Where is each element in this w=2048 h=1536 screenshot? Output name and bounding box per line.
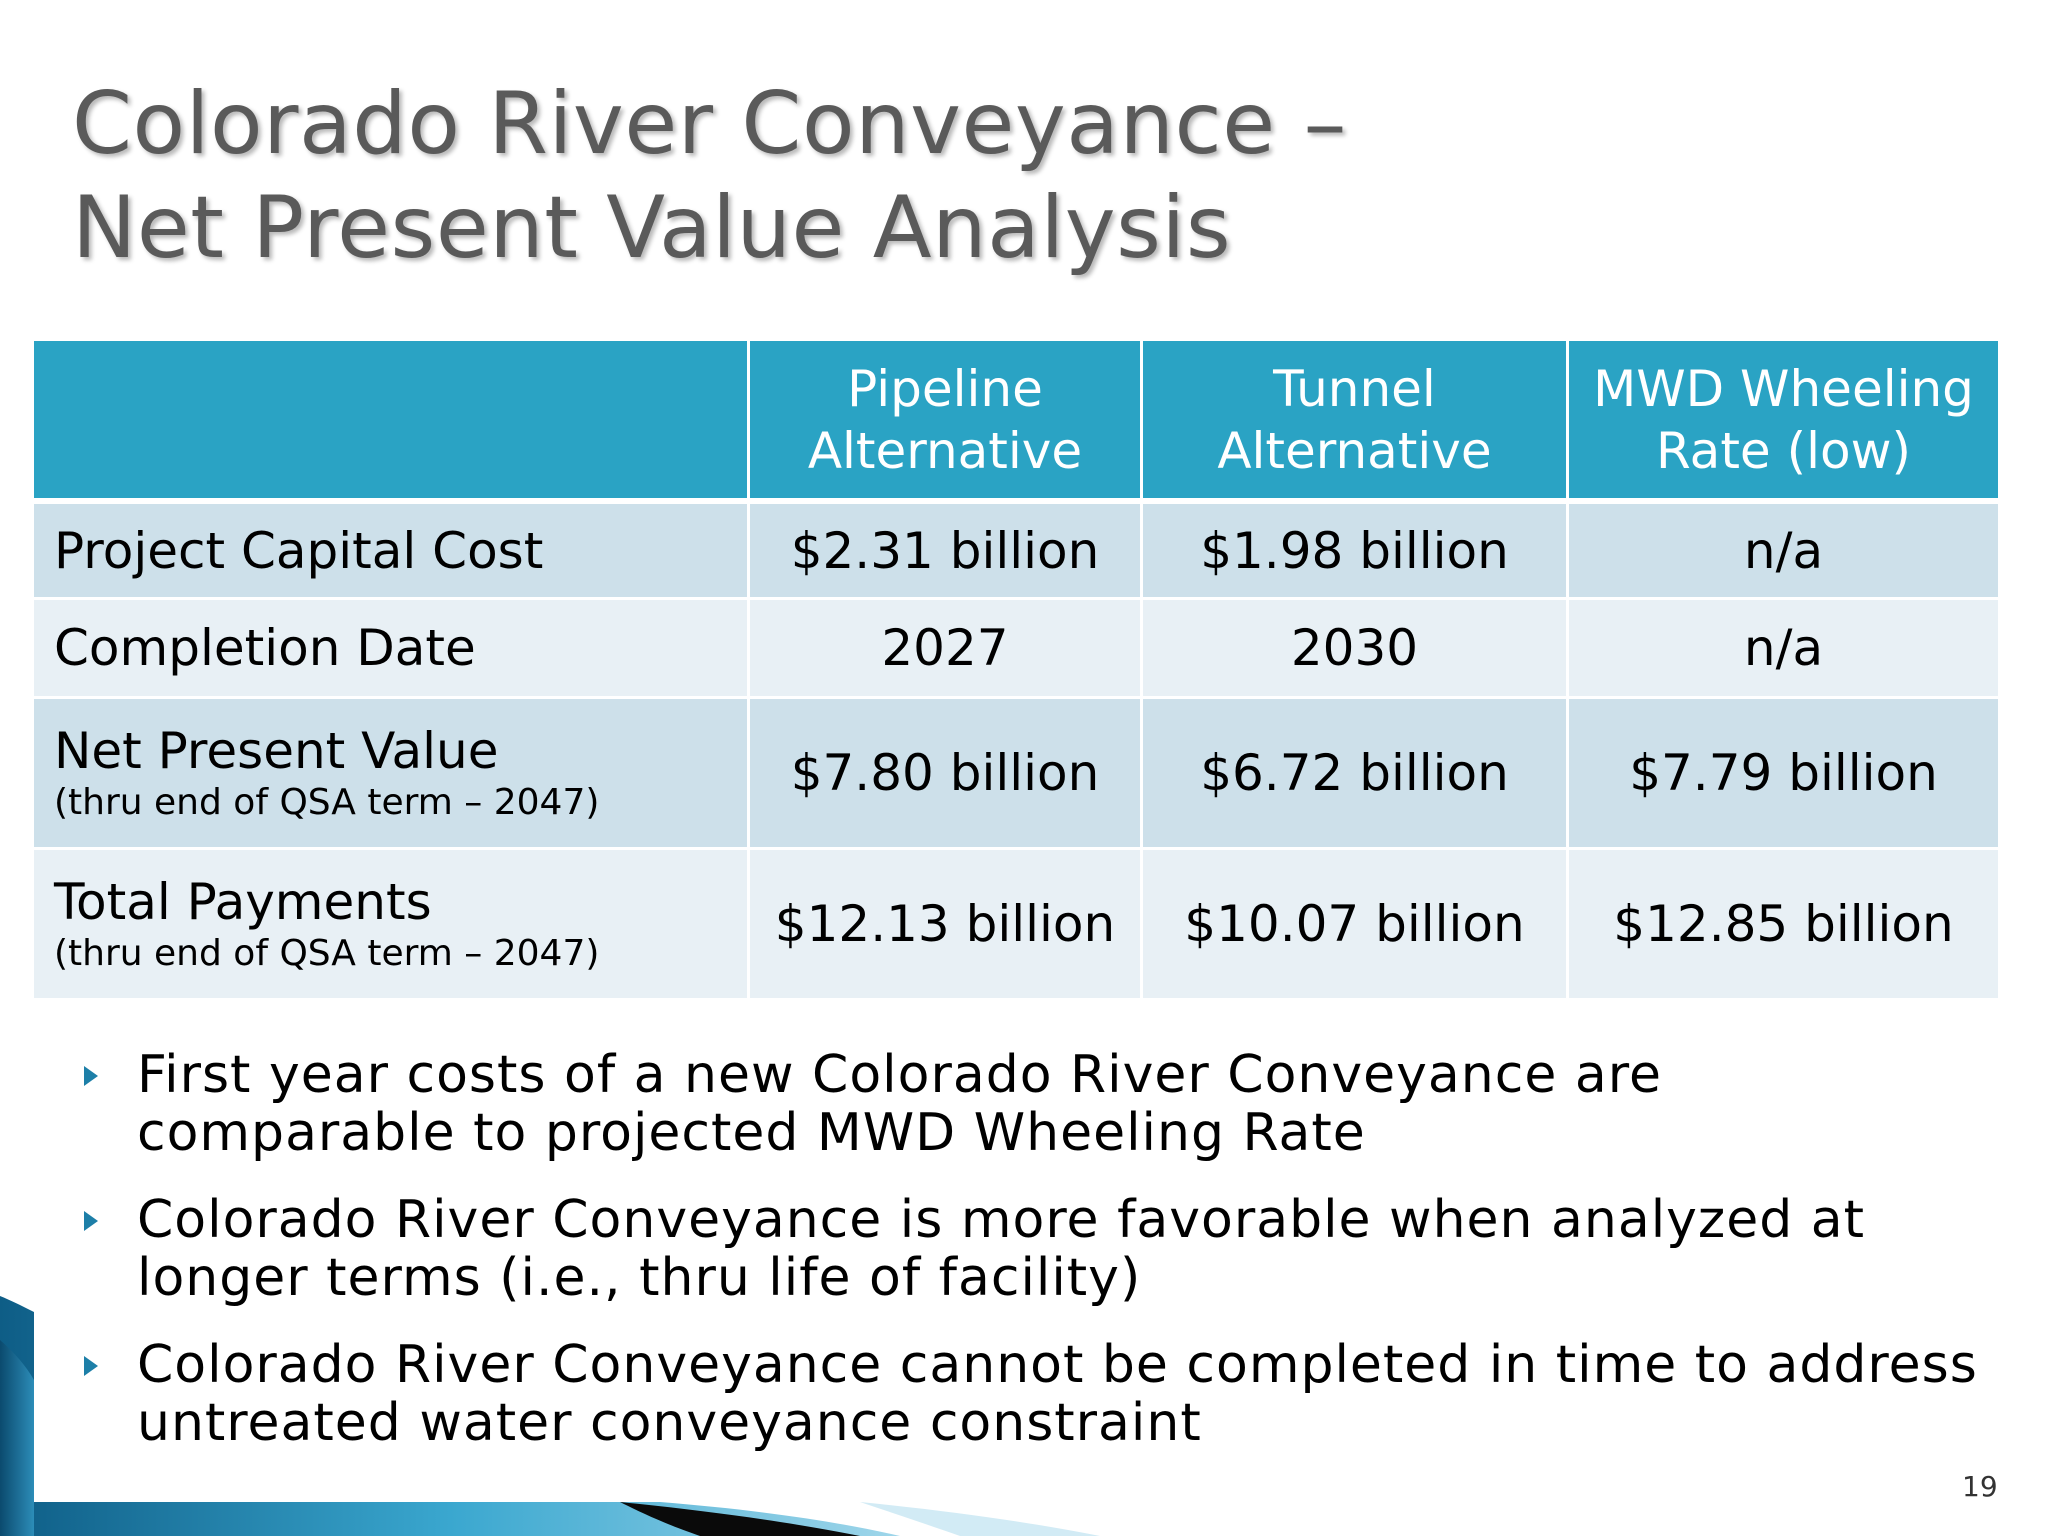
bullet-text: Colorado River Conveyance cannot be comp… — [137, 1335, 1978, 1453]
row-label-text: Total Payments — [54, 873, 432, 931]
page-number: 19 — [1962, 1470, 1998, 1503]
list-item: First year costs of a new Colorado River… — [78, 1046, 1978, 1162]
mwd-value: $12.85 billion — [1569, 850, 1998, 1001]
pipeline-value: $12.13 billion — [750, 850, 1143, 1001]
header-mwd-wheeling-rate: MWD Wheeling Rate (low) — [1569, 341, 1998, 504]
row-label: Net Present Value (thru end of QSA term … — [34, 699, 750, 850]
row-label: Total Payments (thru end of QSA term – 2… — [34, 850, 750, 1001]
tunnel-value: $10.07 billion — [1143, 850, 1569, 1001]
table-row: Net Present Value (thru end of QSA term … — [34, 699, 1998, 850]
triangle-bullet-icon — [84, 1066, 98, 1086]
row-sublabel: (thru end of QSA term – 2047) — [54, 933, 600, 974]
pipeline-value: $7.80 billion — [750, 699, 1143, 850]
row-label-text: Project Capital Cost — [54, 521, 544, 580]
row-label: Completion Date — [34, 600, 750, 699]
row-label-text: Net Present Value — [54, 722, 499, 780]
row-sublabel: (thru end of QSA term – 2047) — [54, 782, 600, 823]
list-item: Colorado River Conveyance is more favora… — [78, 1191, 1978, 1307]
triangle-bullet-icon — [84, 1211, 98, 1231]
row-label-text: Completion Date — [54, 619, 476, 677]
bullet-text: Colorado River Conveyance is more favora… — [137, 1190, 1866, 1308]
triangle-bullet-icon — [84, 1356, 98, 1376]
npv-comparison-table: Pipeline Alternative Tunnel Alternative … — [34, 341, 1998, 1001]
header-cell-empty — [34, 341, 750, 504]
pipeline-value: $2.31 billion — [750, 504, 1143, 600]
bullet-text: First year costs of a new Colorado River… — [137, 1045, 1662, 1163]
mwd-value: n/a — [1569, 504, 1998, 600]
table-header-row: Pipeline Alternative Tunnel Alternative … — [34, 341, 1998, 504]
title-line-1: Colorado River Conveyance – — [72, 74, 1348, 174]
table-row: Completion Date 2027 2030 n/a — [34, 600, 1998, 699]
bullet-list: First year costs of a new Colorado River… — [78, 1046, 1978, 1481]
mwd-value: n/a — [1569, 600, 1998, 699]
table-row: Total Payments (thru end of QSA term – 2… — [34, 850, 1998, 1001]
row-label: Project Capital Cost — [34, 504, 750, 600]
header-pipeline-alternative: Pipeline Alternative — [750, 341, 1143, 504]
mwd-value: $7.79 billion — [1569, 699, 1998, 850]
title-line-2: Net Present Value Analysis — [72, 178, 1232, 278]
table-row: Project Capital Cost $2.31 billion $1.98… — [34, 504, 1998, 600]
header-tunnel-alternative: Tunnel Alternative — [1143, 341, 1569, 504]
tunnel-value: 2030 — [1143, 600, 1569, 699]
tunnel-value: $6.72 billion — [1143, 699, 1569, 850]
slide-title: Colorado River Conveyance – Net Present … — [72, 72, 1872, 280]
tunnel-value: $1.98 billion — [1143, 504, 1569, 600]
pipeline-value: 2027 — [750, 600, 1143, 699]
list-item: Colorado River Conveyance cannot be comp… — [78, 1336, 1978, 1452]
